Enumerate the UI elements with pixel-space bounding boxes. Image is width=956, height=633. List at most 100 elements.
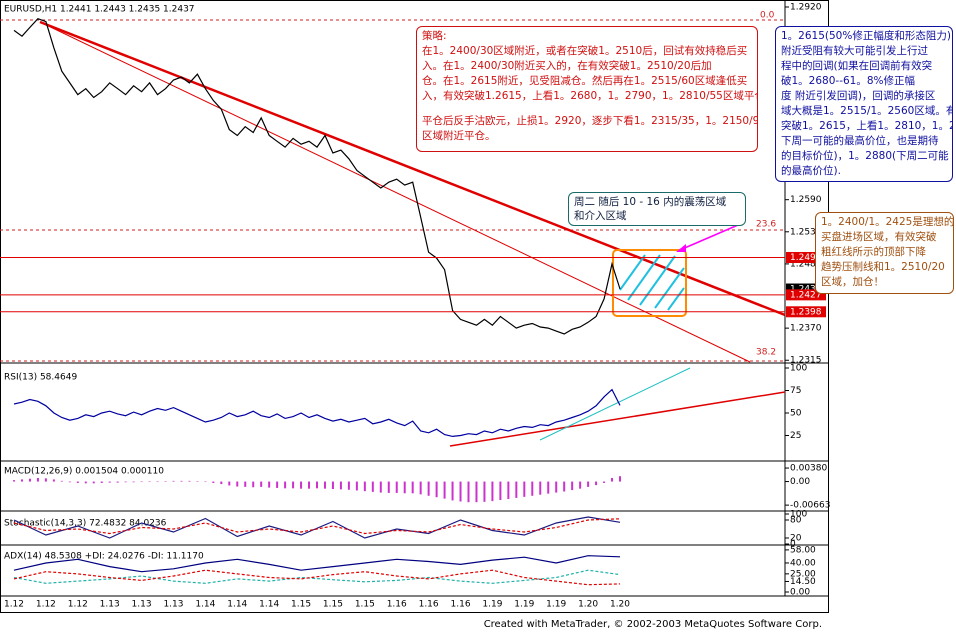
bar: [228, 481, 231, 486]
x-tick-label: 1.12: [68, 600, 88, 610]
y-tick-label: 75: [790, 386, 801, 396]
bar: [92, 481, 95, 484]
y-tick-label: -0.00663: [790, 501, 830, 511]
x-tick-label: 1.19: [514, 600, 534, 610]
strategy-heading: 策略:: [422, 30, 447, 42]
x-tick-label: 1.15: [291, 600, 311, 610]
bar: [547, 481, 550, 494]
y-tick-label: 80: [790, 516, 802, 526]
bar: [459, 481, 462, 502]
bar: [180, 480, 183, 482]
bar: [387, 481, 390, 493]
bar: [204, 481, 207, 483]
bar: [603, 481, 606, 483]
entry-line: 买盘进场区域，有效突破: [821, 231, 937, 243]
bar: [220, 481, 223, 485]
x-tick-label: 1.20: [610, 600, 630, 610]
y-tick-label: 1.2920: [790, 3, 822, 13]
bar: [379, 481, 382, 493]
price-marker: [786, 289, 826, 301]
price-marker-label: 1.2427: [790, 290, 822, 300]
bar: [595, 481, 598, 486]
x-tick-label: 1.13: [132, 600, 152, 610]
bar: [28, 478, 31, 482]
outlook-line: 域大概是1。2515/1。2560区域。有效: [781, 105, 953, 117]
bar: [252, 481, 255, 488]
bar: [419, 481, 422, 495]
bar: [619, 476, 621, 482]
y-tick-label: 1.2535: [790, 227, 822, 237]
strategy-line: 入。在1。2400/30附近买入的，在有效突破1。2510/20后加: [422, 60, 712, 72]
outlook-box: 1。2615(50%修正幅度和形态阻力) 附近受阻有较大可能引发上行过 程中的回调(…: [775, 26, 953, 182]
trend-line: [39, 21, 751, 363]
bar: [52, 479, 55, 482]
bar: [44, 478, 47, 482]
y-tick-label: 0: [790, 540, 796, 550]
hatch: [639, 255, 676, 306]
strategy-line: 在1。2400/30区域附近，或者在突破1。2510后，回试有效持稳后买: [422, 45, 748, 57]
entry-line: 趋势压制线和1。2510/20: [821, 261, 945, 273]
bar: [587, 481, 590, 487]
pane-separators: [0, 362, 828, 597]
bar: [36, 478, 39, 482]
bar: [563, 481, 566, 492]
outlook-line: 的目标价位)，1。2880(下周二可能: [781, 150, 949, 162]
bar: [523, 481, 526, 497]
rsi-trend-line: [539, 367, 691, 441]
y-tick-label: 25.00: [790, 569, 816, 579]
outlook-line: 突破1。2615，上看1。2810，1。2855(: [781, 120, 952, 132]
series-line: [13, 516, 621, 539]
bar: [427, 481, 430, 496]
series-line: [13, 388, 621, 438]
x-tick-label: 1.16: [451, 600, 471, 610]
x-tick-label: 1.13: [163, 600, 183, 610]
bar: [539, 481, 542, 495]
x-tick-label: 1.20: [578, 600, 598, 610]
bar: [371, 481, 374, 492]
bar: [475, 481, 478, 503]
bar: [579, 481, 582, 489]
x-tick-label: 1.14: [227, 600, 247, 610]
y-tick-label: 20: [790, 534, 802, 544]
y-tick-label: 0.00380: [790, 464, 827, 474]
y-tick-label: 58.00: [790, 545, 816, 555]
bar: [531, 481, 534, 496]
entry-line: 区域，加仓！: [821, 276, 884, 288]
bar: [483, 481, 486, 502]
entry-line: 1。2400/1。2425是理想的: [821, 216, 954, 228]
y-tick-label: 1.2480: [790, 259, 822, 269]
fibo-label: 38.2: [756, 348, 776, 358]
bar: [212, 481, 215, 483]
bar: [451, 481, 454, 501]
x-tick-label: 1.14: [195, 600, 215, 610]
bar: [491, 481, 494, 502]
hatch: [619, 254, 646, 291]
price-marker: [786, 306, 826, 318]
strategy-line: 区域附近平仓。: [422, 130, 496, 142]
y-tick-label: 100: [790, 364, 807, 374]
x-tick-label: 1.13: [100, 600, 120, 610]
y-tick-label: 0.00: [790, 477, 810, 487]
zone-line: 和介入区域: [574, 210, 627, 222]
price-marker: [786, 283, 826, 295]
bar: [172, 480, 175, 482]
y-tick-label: 40.00: [790, 558, 816, 568]
bar: [60, 480, 63, 482]
bar: [571, 481, 574, 491]
bar: [260, 481, 263, 487]
entry-line: 粗红线所示的顶部下降: [821, 246, 926, 258]
outlook-line: 程中的回调(如果在回调前有效突: [781, 60, 933, 72]
outlook-line: 附近受阻有较大可能引发上行过: [781, 45, 928, 57]
bar: [555, 481, 558, 493]
bar: [124, 481, 127, 483]
hatch: [627, 254, 661, 301]
x-tick-label: 1.14: [259, 600, 279, 610]
bar: [347, 481, 350, 490]
bar: [323, 481, 326, 489]
bar: [611, 478, 614, 482]
gap: [422, 104, 752, 114]
rsi-trend-line: [449, 391, 786, 447]
bar: [403, 481, 406, 494]
bar: [164, 481, 167, 482]
